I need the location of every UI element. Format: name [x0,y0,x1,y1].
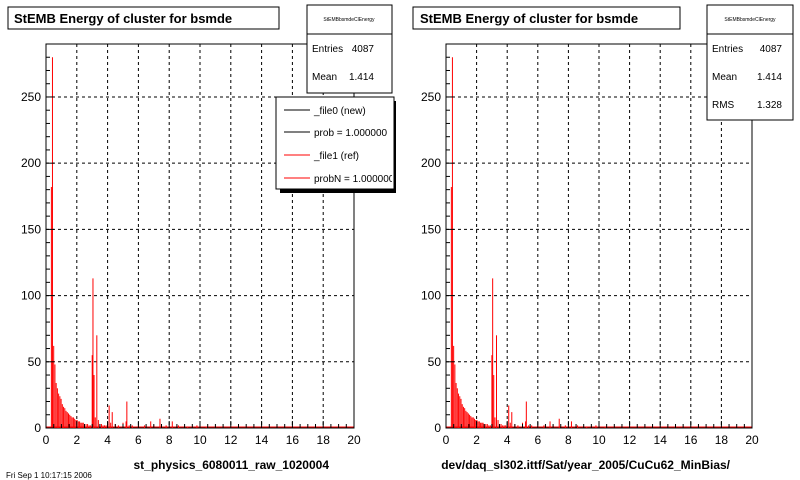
right-y-axis-ticks: 0 50 100 150 200 250 [421,43,454,435]
left-y-tick-label: 150 [21,222,41,236]
right-y-tick-label: 100 [421,289,441,303]
right-y-tick-label: 0 [434,421,441,435]
right-y-tick-label: 50 [428,355,442,369]
left-title-box [7,6,280,30]
right-x-tick-label: 14 [654,433,668,447]
left-histogram-panel: 0 2 4 6 8 10 12 14 16 18 20 0 50 100 150 200 250 StEMB … [7,4,396,472]
right-stats-entries-label: Entries [712,44,743,55]
left-y-tick-label: 200 [21,156,41,170]
right-stats-name: StEMBbsmdeClEnergy [724,17,776,23]
right-y-tick-label: 200 [421,156,441,170]
left-x-tick-label: 14 [255,433,269,447]
legend-label-prob: prob = 1.000000 [314,128,388,139]
left-x-tick-label: 12 [224,433,238,447]
left-legend: _file0 (new) prob = 1.000000 _file1 (ref… [275,96,396,193]
right-x-axis-ticks: 0 2 4 6 8 10 12 14 16 18 20 [443,421,759,447]
right-x-tick-label: 8 [565,433,572,447]
legend-label-probn: probN = 1.000000 [314,174,395,185]
footer-date-fragment: Fri Sep 1 10:17:15 2006 [6,471,92,480]
right-x-tick-label: 18 [715,433,729,447]
right-x-tick-label: 6 [534,433,541,447]
left-stats-entries-value: 4087 [352,44,375,55]
right-stats-box: StEMBbsmdeClEnergy Entries 4087 Mean 1.4… [706,4,794,121]
left-x-tick-label: 8 [166,433,173,447]
left-gridlines [46,44,354,428]
right-y-tick-label: 150 [421,222,441,236]
right-chart-title: StEMB Energy of cluster for bsmde [420,11,638,26]
left-histogram-spikes [46,57,354,428]
right-x-tick-label: 0 [443,433,450,447]
right-x-tick-label: 12 [623,433,637,447]
left-x-tick-label: 16 [286,433,300,447]
left-x-tick-label: 20 [347,433,361,447]
right-histogram-panel: 0 2 4 6 8 10 12 14 16 18 20 0 50 100 150 200 250 StEMB … [412,4,794,472]
left-x-tick-label: 0 [43,433,50,447]
left-y-tick-label: 0 [34,421,41,435]
right-gridlines [446,44,752,428]
legend-label-new: _file0 (new) [313,106,366,117]
left-y-tick-label: 100 [21,289,41,303]
left-x-tick-label: 4 [104,433,111,447]
right-stats-mean-label: Mean [712,72,737,83]
right-x-tick-label: 2 [473,433,480,447]
left-x-axis-title: st_physics_6080011_raw_1020004 [133,458,329,472]
left-x-tick-label: 2 [73,433,80,447]
left-stats-mean-value: 1.414 [349,72,374,83]
right-stats-mean-value: 1.414 [757,72,782,83]
right-stats-entries-value: 4087 [760,44,783,55]
right-x-axis-title: dev/daq_sl302.ittf/Sat/year_2005/CuCu62_… [441,458,730,472]
left-stats-name: StEMBbsmdeClEnergy [323,17,375,23]
legend-label-ref: _file1 (ref) [313,151,359,162]
right-y-tick-label: 250 [421,90,441,104]
left-y-tick-label: 50 [28,355,42,369]
left-stats-box: StEMBbsmdeClEnergy Entries 4087 Mean 1.4… [306,4,393,94]
left-x-tick-label: 18 [317,433,331,447]
right-stats-rms-label: RMS [712,100,735,111]
right-title-box [412,6,681,30]
left-x-tick-label: 10 [193,433,207,447]
left-chart-title: StEMB Energy of cluster for bsmde [14,11,232,26]
right-stats-rms-value: 1.328 [757,100,782,111]
right-x-tick-label: 20 [745,433,759,447]
left-stats-mean-label: Mean [312,72,337,83]
left-x-axis-ticks: 0 2 4 6 8 10 12 14 16 18 20 [43,421,361,447]
left-y-tick-label: 250 [21,90,41,104]
left-y-axis-ticks: 0 50 100 150 200 250 [21,43,54,435]
right-x-tick-label: 16 [684,433,698,447]
right-x-tick-label: 10 [592,433,606,447]
right-x-tick-label: 4 [504,433,511,447]
left-stats-entries-label: Entries [312,44,343,55]
left-x-tick-label: 6 [135,433,142,447]
